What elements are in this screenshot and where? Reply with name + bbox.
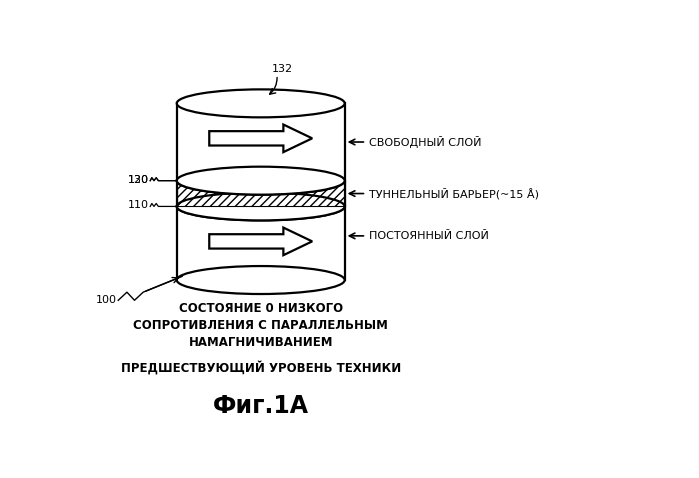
Polygon shape xyxy=(209,125,312,152)
Ellipse shape xyxy=(177,167,345,195)
Bar xyxy=(177,181,345,206)
Ellipse shape xyxy=(177,193,345,220)
Bar xyxy=(177,103,345,181)
Text: ПОСТОЯННЫЙ СЛОЙ: ПОСТОЯННЫЙ СЛОЙ xyxy=(369,231,489,241)
Text: 120: 120 xyxy=(127,174,149,185)
Text: СОСТОЯНИЕ 0 НИЗКОГО
СОПРОТИВЛЕНИЯ С ПАРАЛЛЕЛЬНЫМ
НАМАГНИЧИВАНИЕМ: СОСТОЯНИЕ 0 НИЗКОГО СОПРОТИВЛЕНИЯ С ПАРА… xyxy=(134,302,388,349)
Text: 130: 130 xyxy=(128,174,149,185)
Text: Фиг.1А: Фиг.1А xyxy=(212,394,309,418)
Bar xyxy=(177,206,345,280)
Ellipse shape xyxy=(177,89,345,118)
Ellipse shape xyxy=(177,266,345,294)
Text: 100: 100 xyxy=(96,295,117,305)
Text: 132: 132 xyxy=(272,64,293,74)
Text: ПРЕДШЕСТВУЮЩИЙ УРОВЕНЬ ТЕХНИКИ: ПРЕДШЕСТВУЮЩИЙ УРОВЕНЬ ТЕХНИКИ xyxy=(121,361,401,375)
Bar xyxy=(177,181,345,206)
Ellipse shape xyxy=(177,167,345,195)
Text: 110: 110 xyxy=(128,200,149,210)
Text: ТУННЕЛЬНЫЙ БАРЬЕР(~15 Å): ТУННЕЛЬНЫЙ БАРЬЕР(~15 Å) xyxy=(369,188,539,199)
Ellipse shape xyxy=(177,193,345,220)
Text: СВОБОДНЫЙ СЛОЙ: СВОБОДНЫЙ СЛОЙ xyxy=(369,136,482,148)
Polygon shape xyxy=(209,228,312,255)
